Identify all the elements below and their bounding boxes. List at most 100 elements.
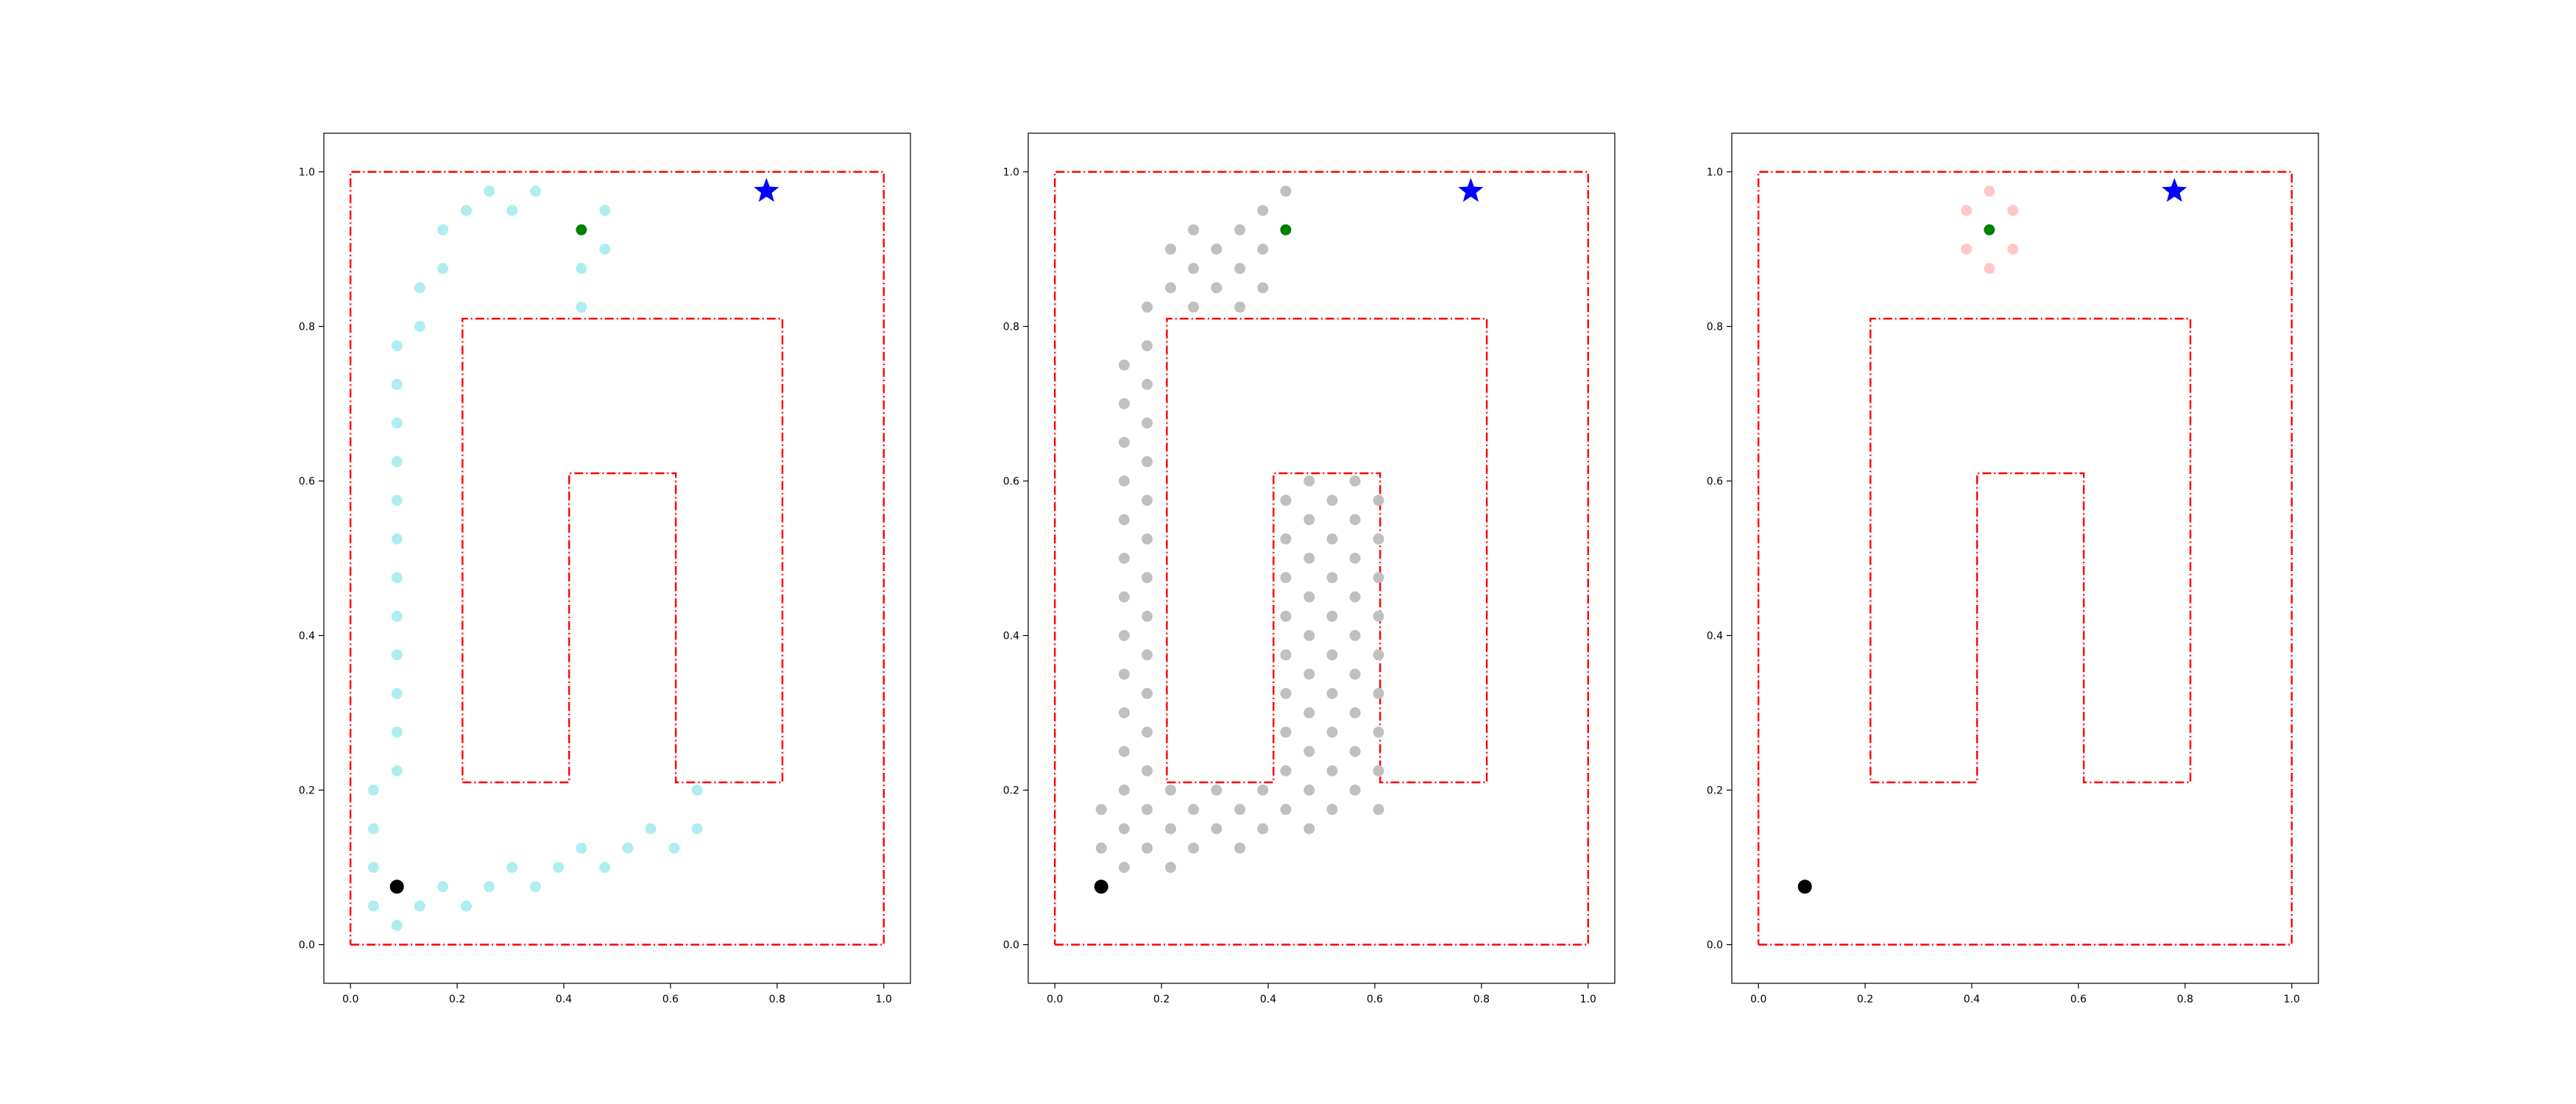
goal-star [754,177,779,202]
sample-point [1303,553,1315,564]
sample-point [1303,707,1315,718]
y-tick-label: 0.0 [1003,940,1019,952]
sample-point [599,244,611,255]
x-tick-label: 0.2 [449,994,465,1005]
current-point [1984,224,1995,236]
sample-point [1303,746,1315,757]
sample-point [1142,378,1153,390]
sample-point [691,823,703,835]
x-tick-label: 0.4 [1964,994,1980,1005]
sample-point [367,900,379,912]
sample-point [367,785,379,796]
sample-point [1211,785,1222,796]
sample-point [576,301,587,313]
sample-point [1257,244,1269,255]
sample-point [1234,263,1246,275]
sample-point [1165,244,1176,255]
start-point [1797,880,1812,894]
outer-boundary [1757,171,2293,946]
y-tick-label: 0.6 [299,476,315,488]
sample-point [1142,340,1153,352]
inner-obstacle [1869,317,2192,784]
y-tick-label: 0.8 [299,322,315,333]
sample-point [391,340,403,352]
sample-point [1373,726,1384,738]
y-tick-label: 1.0 [1003,167,1019,179]
sample-point [1142,804,1153,815]
sample-point [1373,687,1384,699]
sample-point [461,900,472,912]
y-tick-label: 1.0 [1707,167,1723,179]
sample-point [391,726,403,738]
sample-point [1211,823,1222,835]
goal-star [2162,177,2187,202]
sample-point [1303,668,1315,680]
inner-obstacle [1166,317,1488,784]
sample-point [484,881,495,893]
sample-point [1142,687,1153,699]
x-tick-label: 1.0 [876,994,892,1005]
sample-point [1280,572,1292,584]
sample-point [391,919,403,931]
sample-point [414,321,425,332]
sample-point [1188,301,1200,313]
sample-point [1326,572,1338,584]
sample-point [1349,630,1361,641]
x-tick-label: 0.0 [342,994,358,1005]
sample-point [622,842,634,854]
y-tick-label: 0.2 [1003,785,1019,797]
sample-point [414,900,425,912]
sample-point [1326,765,1338,776]
sample-point [1188,224,1200,236]
sample-point [553,862,565,873]
y-tick-label: 0.8 [1707,322,1723,333]
sample-point [1373,572,1384,584]
subplot-2: 0.0 0.2 0.4 0.6 0.8 1.0 0.0 0.2 0.4 0.6 0.8 1.0 [1003,132,1616,1005]
y-tick-label: 0.0 [1707,940,1723,952]
sample-point [1349,475,1361,486]
sample-point [1234,842,1246,854]
sample-point [1257,823,1269,835]
sample-point [1142,842,1153,854]
start-point [1094,880,1108,894]
x-tick-label: 0.8 [769,994,785,1005]
inner-obstacle [461,317,784,784]
y-tick-label: 0.4 [299,631,315,643]
sample-point [391,417,403,429]
sample-point [1118,707,1130,718]
sample-point [1373,649,1384,661]
sample-point [1373,533,1384,545]
sample-point [1142,649,1153,661]
sample-point [1118,514,1130,526]
axes-frame [1027,132,1616,984]
sample-point [1961,244,1972,255]
sample-point [391,378,403,390]
sample-point [1280,726,1292,738]
sample-point [1984,185,1995,197]
sample-point [1303,785,1315,796]
sample-point [391,533,403,545]
sample-point [1118,398,1130,409]
sample-point [1280,804,1292,815]
outer-boundary [350,171,885,946]
sample-point [1234,804,1246,815]
sample-point [1280,495,1292,506]
sample-point [391,649,403,661]
x-tick-label: 1.0 [1580,994,1596,1005]
sample-point [1234,224,1246,236]
sample-point [1257,205,1269,216]
current-point [1280,224,1292,236]
sample-point [437,224,449,236]
sample-point [1188,804,1200,815]
sample-point [1257,785,1269,796]
sample-point [1349,668,1361,680]
sample-point [1280,185,1292,197]
sample-point [645,823,657,835]
sample-point [1118,630,1130,641]
sample-point [506,862,518,873]
sample-point [391,572,403,584]
sample-point [1142,610,1153,622]
sample-point [1373,495,1384,506]
